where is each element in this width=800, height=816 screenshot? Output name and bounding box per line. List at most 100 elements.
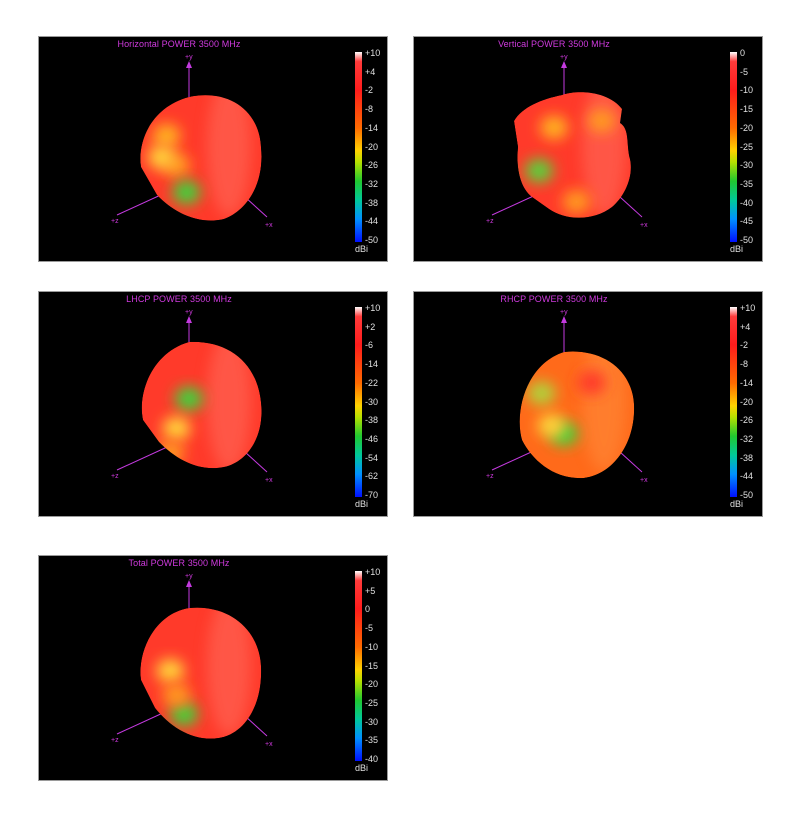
panel-title: RHCP POWER 3500 MHz <box>500 294 608 304</box>
scale-tick-label: -26 <box>365 160 379 171</box>
pattern-blob <box>514 92 631 218</box>
scale-tick-label: -40 <box>365 754 379 764</box>
scale-tick-label: +10 <box>740 303 756 313</box>
scale-tick-label: -50 <box>365 235 379 245</box>
scale-tick-label: -50 <box>740 235 754 245</box>
scale-unit-label: dBi <box>355 499 369 509</box>
x-axis-label: +x <box>640 477 648 484</box>
scale-tick-label: +2 <box>365 321 376 332</box>
scale-tick-label: -8 <box>365 104 374 115</box>
z-axis-label: +z <box>486 473 494 480</box>
scale-tick-label: -14 <box>740 377 754 388</box>
pattern-panel-total: Total POWER 3500 MHz +y +z +x +10 +5 0 -5 -10 -15… <box>38 555 388 781</box>
scale-tick-label: -2 <box>365 85 374 96</box>
color-scale-bar <box>355 307 362 497</box>
scale-tick-label: -46 <box>365 433 379 444</box>
color-scale-bar <box>730 307 737 497</box>
panel-title: Vertical POWER 3500 MHz <box>498 39 610 49</box>
scale-tick-label: -30 <box>365 716 379 727</box>
scale-tick-label: -44 <box>740 471 754 482</box>
scale-tick-label: -70 <box>365 490 379 500</box>
scale-tick-label: -25 <box>740 141 754 152</box>
scale-tick-label: -35 <box>740 178 754 189</box>
x-axis-label: +x <box>640 222 648 229</box>
y-axis-label: +y <box>560 309 568 316</box>
scale-tick-label: -20 <box>740 396 754 407</box>
scale-tick-label: 0 <box>365 604 371 615</box>
scale-tick-label: -15 <box>740 104 754 115</box>
radiation-pattern-plot: +y +z +x <box>111 54 273 229</box>
pattern-blob <box>519 351 635 479</box>
pattern-panel-vertical: Vertical POWER 3500 MHz +y +z +x 0 -5 -10 -15 -2… <box>413 36 763 262</box>
scale-tick-label: -32 <box>365 178 379 189</box>
scale-tick-label: -54 <box>365 452 379 463</box>
scale-tick-label: -40 <box>740 197 754 208</box>
scale-tick-label: -38 <box>365 415 379 426</box>
scale-tick-label: -30 <box>740 160 754 171</box>
y-axis-label: +y <box>185 54 193 61</box>
scale-tick-label: +10 <box>365 567 381 577</box>
scale-tick-label: +10 <box>365 48 381 58</box>
y-axis-arrow <box>561 61 567 68</box>
panel-title: Horizontal POWER 3500 MHz <box>117 39 241 49</box>
y-axis-arrow <box>561 316 567 323</box>
scale-unit-label: dBi <box>730 244 744 254</box>
scale-tick-label: -2 <box>740 340 749 351</box>
scale-tick-label: -14 <box>365 359 379 370</box>
scale-tick-label: -25 <box>365 697 379 708</box>
z-axis-label: +z <box>486 218 494 225</box>
y-axis-label: +y <box>185 573 193 580</box>
scale-unit-label: dBi <box>730 499 744 509</box>
scale-tick-label: -32 <box>740 433 754 444</box>
scale-tick-label: -44 <box>365 216 379 227</box>
pattern-panel-lhcp: LHCP POWER 3500 MHz +y +z +x +10 +2 -6 -14 -22 -3… <box>38 291 388 517</box>
y-axis-label: +y <box>185 309 193 316</box>
scale-tick-label: +10 <box>365 303 381 313</box>
radiation-pattern-plot: +y +z +x <box>486 54 648 229</box>
z-axis-label: +z <box>111 737 119 744</box>
scale-tick-label: -20 <box>365 141 379 152</box>
scale-tick-label: -22 <box>365 377 379 388</box>
pattern-blob <box>140 607 262 739</box>
scale-tick-label: -15 <box>365 660 379 671</box>
scale-tick-label: -20 <box>365 679 379 690</box>
scale-unit-label: dBi <box>355 763 369 773</box>
radiation-pattern-plot: +y +z +x <box>111 573 273 748</box>
radiation-pattern-plot: +y +z +x <box>486 309 648 484</box>
y-axis-arrow <box>186 580 192 587</box>
pattern-panel-rhcp: RHCP POWER 3500 MHz +y +z +x +10 +4 -2 -8 -14 -20… <box>413 291 763 517</box>
color-scale-bar <box>730 52 737 242</box>
scale-tick-label: -8 <box>740 359 749 370</box>
pattern-blob <box>140 95 262 221</box>
scale-tick-label: -6 <box>365 340 374 351</box>
panel-title: Total POWER 3500 MHz <box>128 558 230 568</box>
radiation-pattern-plot: +y +z +x <box>111 309 273 484</box>
scale-tick-label: -5 <box>740 66 749 77</box>
scale-tick-label: -5 <box>365 623 374 634</box>
pattern-panel-horizontal: Horizontal POWER 3500 MHz +y +z +x +10 +4 -2 -8… <box>38 36 388 262</box>
scale-tick-label: -20 <box>740 122 754 133</box>
panel-title: LHCP POWER 3500 MHz <box>126 294 232 304</box>
scale-tick-label: +5 <box>365 585 376 596</box>
scale-tick-label: +4 <box>740 321 751 332</box>
x-axis-label: +x <box>265 477 273 484</box>
scale-tick-label: -10 <box>740 85 754 96</box>
scale-tick-label: -35 <box>365 735 379 746</box>
color-scale-bar <box>355 571 362 761</box>
scale-tick-label: 0 <box>740 48 746 58</box>
scale-unit-label: dBi <box>355 244 369 254</box>
z-axis-label: +z <box>111 218 119 225</box>
x-axis-label: +x <box>265 222 273 229</box>
y-axis-arrow <box>186 316 192 323</box>
scale-tick-label: -26 <box>740 415 754 426</box>
scale-tick-label: -38 <box>740 452 754 463</box>
scale-tick-label: -14 <box>365 122 379 133</box>
scale-tick-label: -10 <box>365 641 379 652</box>
scale-tick-label: -62 <box>365 471 379 482</box>
scale-tick-label: -50 <box>740 490 754 500</box>
scale-tick-label: +4 <box>365 66 376 77</box>
scale-tick-label: -45 <box>740 216 754 227</box>
scale-tick-label: -30 <box>365 396 379 407</box>
y-axis-label: +y <box>560 54 568 61</box>
pattern-blob <box>141 341 262 469</box>
